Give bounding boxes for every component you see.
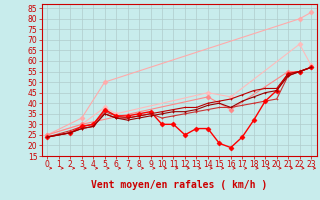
X-axis label: Vent moyen/en rafales ( km/h ): Vent moyen/en rafales ( km/h )	[91, 180, 267, 190]
